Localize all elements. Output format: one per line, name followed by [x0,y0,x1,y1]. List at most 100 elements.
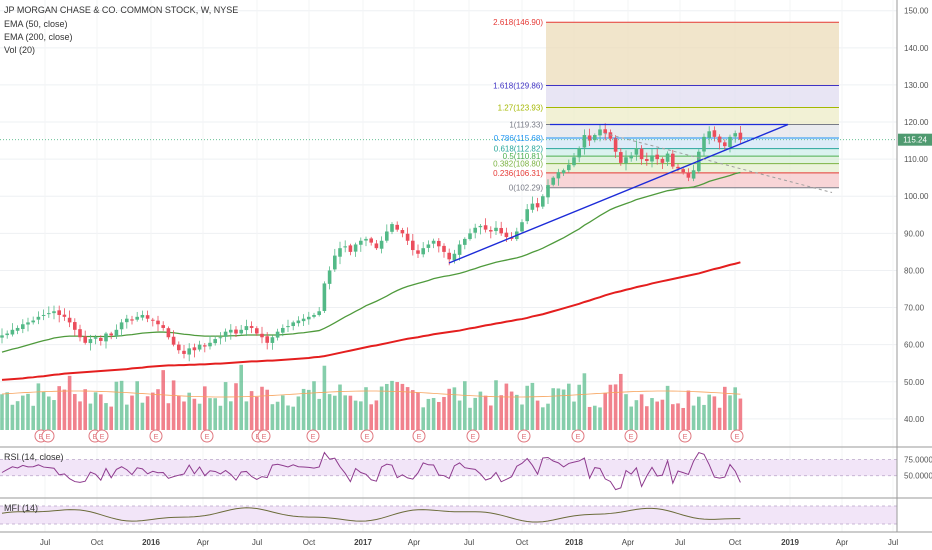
candle-body [83,336,87,343]
volume-bar [707,394,711,430]
volume-bar [5,392,9,430]
candle-body [499,228,503,234]
volume-bar [535,400,540,430]
volume-bar [197,403,202,430]
volume-bar [93,392,98,430]
candle-body [255,328,259,334]
candle-body [88,339,93,344]
candlesticks [0,123,743,362]
candle-body [359,240,363,245]
candle-body [431,240,436,244]
volume-bar [296,396,301,430]
ema50-legend[interactable]: EMA (50, close) [4,19,68,29]
ema50-line [1,171,741,353]
candle-body [125,318,129,323]
volume-bar [62,389,67,430]
candle-body [333,255,337,270]
volume-bar [333,395,337,430]
time-tick-label: Jul [888,538,898,547]
volume-bar [229,401,233,430]
volume-bar [281,395,285,430]
candle-body [192,347,197,351]
volume-bar [151,392,155,430]
candle-body [130,319,134,321]
earnings-marker-label: E [575,432,580,441]
volume-bar [135,381,139,430]
candle-body [395,224,399,230]
ema200-legend[interactable]: EMA (200, close) [4,32,73,42]
candle-body [166,328,171,338]
volume-bar [255,396,259,430]
candle-body [229,329,233,333]
volume-bar [650,398,654,430]
candle-body [353,244,358,252]
volume-bar [145,396,150,430]
volume-bar [218,405,223,430]
volume-bar [442,396,446,430]
candle-body [0,335,4,338]
candle-body [312,314,316,317]
earnings-marker-label: E [261,432,266,441]
fib-zone [546,138,839,149]
fib-zone [546,148,839,157]
candle-body [676,166,680,169]
volume-bar [338,384,342,430]
candle-body [468,233,472,240]
earnings-marker-label: E [470,432,475,441]
volume-bar [21,395,25,430]
candle-body [171,336,176,345]
candle-body [93,337,98,339]
volume-bar [660,399,665,430]
volume-bar [520,404,524,430]
candle-body [671,153,675,167]
mfi-pane-label[interactable]: MFI (14) [4,503,39,513]
candle-body [405,233,410,241]
volume-bar [182,401,186,430]
time-tick-label: Apr [836,538,849,547]
volume-bar [15,401,20,430]
candle-body [707,131,711,138]
candle-body [47,313,51,315]
candle-body [691,170,696,179]
earnings-marker-label: E [628,432,633,441]
volume-bar [509,391,514,430]
candle-body [270,337,275,343]
candle-body [463,238,467,245]
volume-bar [567,383,571,430]
fib-level-label: 0.618(112.82) [494,145,544,154]
volume-bar [73,394,77,430]
time-tick-label: Jul [675,538,685,547]
volume-bar [697,396,701,430]
candle-body [567,164,571,171]
candle-body [733,133,737,137]
candle-body [634,148,639,155]
fib-level-label: 1(119.33) [509,121,543,130]
time-tick-label: Apr [408,538,421,547]
volume-bar [390,380,394,430]
time-tick-label: Apr [197,538,210,547]
rsi-pane-label[interactable]: RSI (14, close) [4,452,64,462]
volume-bar [452,387,457,430]
candle-body [379,240,384,249]
volume-bar [613,384,618,430]
volume-bar [728,395,732,430]
fib-level-label: 0.5(110.81) [503,152,544,161]
volume-bar [379,386,384,430]
volume-bar [265,389,269,430]
volume-bar [639,394,644,430]
volume-bar [41,391,46,430]
fib-zone [546,107,839,125]
volume-bar [275,401,280,430]
earnings-marker-label: E [734,432,739,441]
trendlines[interactable] [448,123,833,264]
earnings-markers[interactable]: EEEEEEEEEEEEEEEEE [34,429,744,443]
volume-bar [177,395,181,430]
volume-legend[interactable]: Vol (20) [4,45,36,55]
candle-body [478,225,483,228]
earnings-marker [149,429,163,443]
fibonacci-retracement[interactable]: 0(102.29) 0.236(106.31)0.382(108.80)0.5(1… [493,18,839,193]
rsi-pane: 75.0000 50.0000 [0,451,932,491]
volume-bar [130,395,134,430]
candle-body [385,231,389,241]
